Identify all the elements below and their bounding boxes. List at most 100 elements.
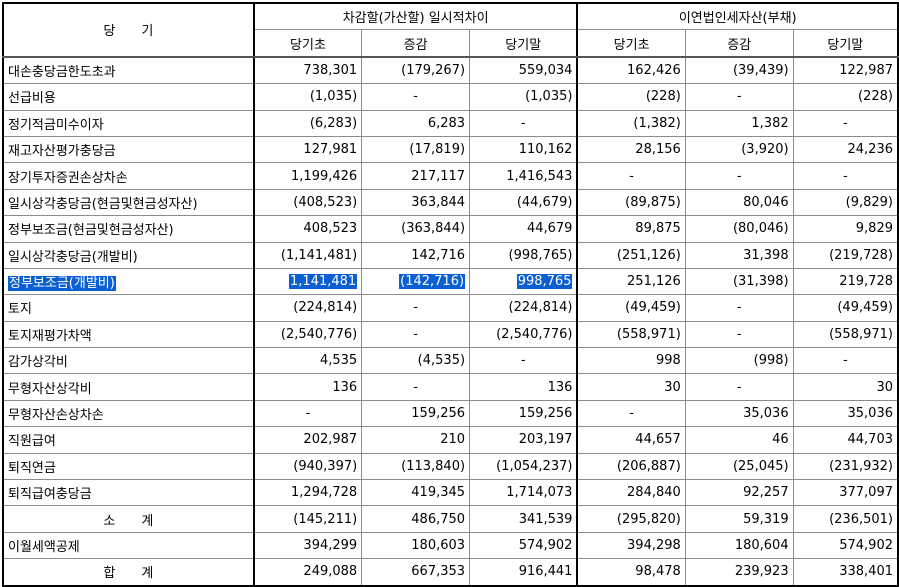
value-cell[interactable]: (89,875): [576, 188, 686, 217]
value-cell[interactable]: (224,814): [253, 294, 363, 322]
value-cell[interactable]: (236,501): [792, 505, 899, 533]
value-cell[interactable]: (1,141,481): [253, 241, 363, 269]
value-cell[interactable]: -: [253, 399, 363, 428]
value-cell[interactable]: (6,283): [253, 109, 363, 137]
value-cell[interactable]: -: [361, 83, 471, 111]
value-cell[interactable]: 98,478: [576, 558, 686, 587]
row-label-cell[interactable]: 감가상각비: [2, 347, 255, 375]
value-cell[interactable]: (998): [684, 347, 794, 375]
value-cell[interactable]: (231,932): [792, 452, 899, 481]
table-row[interactable]: 일시상각충당금(개발비) (1,141,481) 142,716 (998,765) (…: [2, 241, 899, 269]
value-cell[interactable]: 6,283: [361, 109, 471, 137]
value-cell[interactable]: (408,523): [253, 188, 363, 217]
value-cell[interactable]: 341,539: [469, 505, 579, 533]
table-row[interactable]: 토지 (224,814) - (224,814) (49,459) - (49,459): [2, 294, 899, 322]
value-cell[interactable]: (363,844): [361, 215, 471, 243]
value-cell[interactable]: 46: [684, 426, 794, 454]
value-cell[interactable]: (49,459): [576, 294, 686, 322]
value-cell[interactable]: (219,728): [792, 241, 899, 269]
value-cell[interactable]: (4,535): [361, 347, 471, 375]
value-cell[interactable]: 1,714,073: [469, 479, 579, 507]
value-cell[interactable]: (228): [792, 83, 899, 111]
value-cell[interactable]: -: [684, 162, 794, 190]
value-cell[interactable]: 35,036: [792, 399, 899, 428]
value-cell[interactable]: 180,603: [361, 531, 471, 560]
value-cell[interactable]: 1,199,426: [253, 162, 363, 190]
value-cell[interactable]: 394,298: [576, 531, 686, 560]
value-cell[interactable]: 419,345: [361, 479, 471, 507]
table-row[interactable]: 정부보조금(개발비) 1,141,481 (142,716) 998,765 251,1…: [2, 267, 899, 296]
value-cell[interactable]: 92,257: [684, 479, 794, 507]
value-cell[interactable]: (145,211): [253, 505, 363, 533]
value-cell[interactable]: 394,299: [253, 531, 363, 560]
value-cell[interactable]: 35,036: [684, 399, 794, 428]
value-cell[interactable]: (142,716): [361, 267, 471, 296]
value-cell[interactable]: (1,035): [469, 83, 579, 111]
table-row[interactable]: 합 계 249,088 667,353 916,441 98,478 239,923 338…: [2, 558, 899, 587]
value-cell[interactable]: 667,353: [361, 558, 471, 587]
value-cell[interactable]: -: [469, 109, 579, 137]
row-label-cell[interactable]: 토지재평가차액: [2, 320, 255, 349]
value-cell[interactable]: (224,814): [469, 294, 579, 322]
table-row[interactable]: 정기적금미수이자 (6,283) 6,283 - (1,382) 1,382 -: [2, 109, 899, 137]
row-label-cell[interactable]: 정기적금미수이자: [2, 109, 255, 137]
value-cell[interactable]: (295,820): [576, 505, 686, 533]
value-cell[interactable]: 574,902: [469, 531, 579, 560]
row-label-cell[interactable]: 일시상각충당금(개발비): [2, 241, 255, 269]
value-cell[interactable]: -: [684, 373, 794, 401]
value-cell[interactable]: 559,034: [469, 56, 579, 85]
value-cell[interactable]: 1,382: [684, 109, 794, 137]
value-cell[interactable]: (558,971): [792, 320, 899, 349]
value-cell[interactable]: (2,540,776): [253, 320, 363, 349]
value-cell[interactable]: (3,920): [684, 135, 794, 164]
value-cell[interactable]: (17,819): [361, 135, 471, 164]
value-cell[interactable]: -: [684, 83, 794, 111]
value-cell[interactable]: -: [469, 347, 579, 375]
table-row[interactable]: 이월세액공제 394,299 180,603 574,902 394,298 180,60…: [2, 531, 899, 560]
table-row[interactable]: 감가상각비 4,535 (4,535) - 998 (998) -: [2, 347, 899, 375]
value-cell[interactable]: (49,459): [792, 294, 899, 322]
value-cell[interactable]: 44,657: [576, 426, 686, 454]
row-label-cell[interactable]: 선급비용: [2, 83, 255, 111]
value-cell[interactable]: 30: [792, 373, 899, 401]
value-cell[interactable]: -: [684, 294, 794, 322]
value-cell[interactable]: 377,097: [792, 479, 899, 507]
value-cell[interactable]: (39,439): [684, 56, 794, 85]
value-cell[interactable]: 136: [253, 373, 363, 401]
row-label-cell[interactable]: 재고자산평가충당금: [2, 135, 255, 164]
table-row[interactable]: 무형자산상각비 136 - 136 30 - 30: [2, 373, 899, 401]
table-row[interactable]: 일시상각충당금(현금및현금성자산) (408,523) 363,844 (44,679…: [2, 188, 899, 217]
table-row[interactable]: 대손충당금한도초과 738,301 (179,267) 559,034 162,426 (…: [2, 56, 899, 85]
value-cell[interactable]: 408,523: [253, 215, 363, 243]
table-row[interactable]: 선급비용 (1,035) - (1,035) (228) - (228): [2, 83, 899, 111]
value-cell[interactable]: -: [361, 320, 471, 349]
value-cell[interactable]: 1,416,543: [469, 162, 579, 190]
table-row[interactable]: 장기투자증권손상차손 1,199,426 217,117 1,416,543 - - -: [2, 162, 899, 190]
table-row[interactable]: 퇴직급여충당금 1,294,728 419,345 1,714,073 284,840 9…: [2, 479, 899, 507]
value-cell[interactable]: 998,765: [469, 267, 579, 296]
value-cell[interactable]: (940,397): [253, 452, 363, 481]
value-cell[interactable]: (2,540,776): [469, 320, 579, 349]
value-cell[interactable]: 162,426: [576, 56, 686, 85]
row-label-cell[interactable]: 퇴직급여충당금: [2, 479, 255, 507]
value-cell[interactable]: 180,604: [684, 531, 794, 560]
value-cell[interactable]: (998,765): [469, 241, 579, 269]
value-cell[interactable]: 80,046: [684, 188, 794, 217]
table-row[interactable]: 퇴직연금 (940,397) (113,840) (1,054,237) (206,88…: [2, 452, 899, 481]
value-cell[interactable]: 249,088: [253, 558, 363, 587]
value-cell[interactable]: -: [684, 320, 794, 349]
value-cell[interactable]: 202,987: [253, 426, 363, 454]
value-cell[interactable]: 251,126: [576, 267, 686, 296]
table-row[interactable]: 소 계 (145,211) 486,750 341,539 (295,820) 59,31…: [2, 505, 899, 533]
value-cell[interactable]: (1,382): [576, 109, 686, 137]
value-cell[interactable]: -: [792, 109, 899, 137]
value-cell[interactable]: 239,923: [684, 558, 794, 587]
value-cell[interactable]: -: [576, 399, 686, 428]
value-cell[interactable]: 89,875: [576, 215, 686, 243]
value-cell[interactable]: (251,126): [576, 241, 686, 269]
value-cell[interactable]: 219,728: [792, 267, 899, 296]
value-cell[interactable]: -: [361, 373, 471, 401]
value-cell[interactable]: 44,703: [792, 426, 899, 454]
row-label-cell[interactable]: 이월세액공제: [2, 531, 255, 560]
value-cell[interactable]: 28,156: [576, 135, 686, 164]
